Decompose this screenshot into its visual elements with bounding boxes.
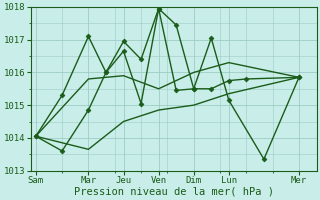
X-axis label: Pression niveau de la mer( hPa ): Pression niveau de la mer( hPa ) — [74, 187, 274, 197]
